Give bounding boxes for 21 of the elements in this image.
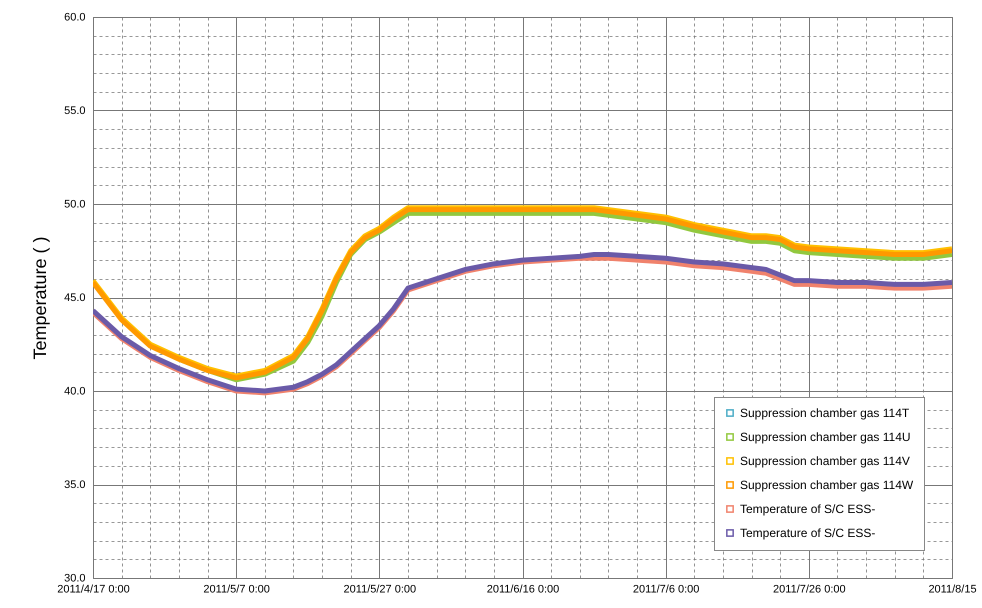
y-tick-label: 35.0 — [64, 479, 86, 491]
y-tick-label: 30.0 — [64, 572, 86, 584]
x-tick-label: 2011/6/16 0:00 — [486, 584, 560, 596]
y-tick-label: 50.0 — [64, 198, 86, 210]
legend-label: Temperature of S/C ESS- — [740, 502, 876, 516]
y-tick-label: 40.0 — [64, 386, 86, 398]
x-tick-label: 2011/7/6 0:00 — [632, 584, 700, 596]
legend-label: Suppression chamber gas 114T — [740, 406, 910, 420]
y-tick-label: 55.0 — [64, 105, 86, 117]
x-tick-label: 2011/5/27 0:00 — [344, 584, 416, 596]
legend-label: Suppression chamber gas 114U — [740, 430, 911, 444]
y-tick-label: 60.0 — [64, 12, 86, 24]
x-tick-label: 2011/7/26 0:00 — [773, 584, 846, 596]
x-tick-label: 2011/5/7 0:00 — [203, 584, 270, 596]
y-axis-title: Temperature ( ) — [30, 236, 50, 360]
x-tick-label: 2011/4/17 0:00 — [57, 584, 130, 596]
y-tick-label: 45.0 — [64, 292, 86, 304]
legend-label: Suppression chamber gas 114W — [740, 478, 914, 492]
legend-label: Temperature of S/C ESS- — [740, 526, 876, 540]
legend-label: Suppression chamber gas 114V — [740, 454, 910, 468]
x-tick-label: 2011/8/15 — [928, 584, 977, 596]
